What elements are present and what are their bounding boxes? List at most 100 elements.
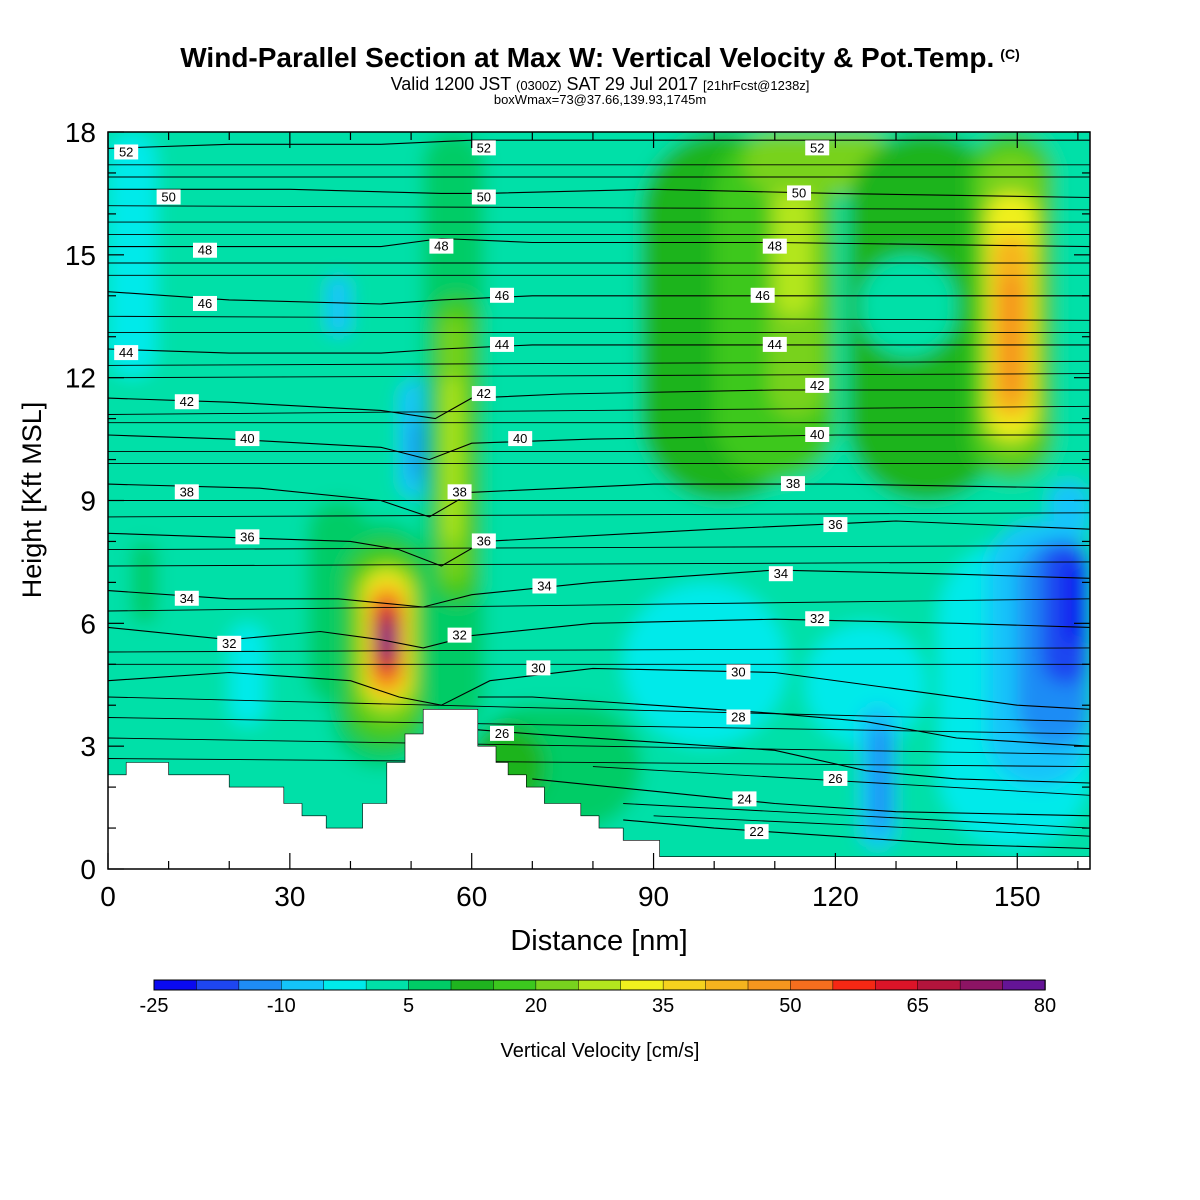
theta-contour: [108, 315, 1090, 321]
box-wmax-note: boxWmax=73@37.66,139.93,1745m: [493, 92, 707, 107]
colorbar-swatch: [281, 979, 325, 991]
colorbar-swatch: [790, 979, 834, 991]
theta-contour: [653, 815, 1090, 837]
colorbar-swatch: [917, 979, 961, 991]
y-tick-label: 6: [80, 608, 96, 639]
svg-text:36: 36: [828, 517, 842, 532]
theta-contour: [108, 667, 1090, 710]
svg-text:22: 22: [749, 824, 763, 839]
colorbar-swatch: [493, 979, 537, 991]
colorbar-tick-label: 35: [652, 995, 674, 1017]
svg-text:26: 26: [828, 771, 842, 786]
theta-contour: [108, 758, 1090, 768]
svg-text:42: 42: [477, 386, 491, 401]
svg-text:46: 46: [755, 288, 769, 303]
contour-label: 52: [471, 140, 496, 156]
theta-contour: [108, 618, 1090, 649]
contour-label: 36: [823, 517, 848, 533]
colorbar-swatch: [196, 979, 240, 991]
valid-zulu: (0300Z): [516, 78, 562, 93]
svg-text:48: 48: [434, 239, 448, 254]
terrain-profile: [108, 709, 1090, 869]
contour-label: 52: [114, 144, 139, 160]
x-tick-label: 60: [456, 881, 487, 912]
contour-label: 38: [174, 484, 199, 500]
svg-text:34: 34: [537, 578, 551, 593]
theta-contour: [477, 696, 1090, 747]
svg-text:30: 30: [531, 660, 545, 675]
contour-label: 48: [762, 238, 787, 254]
svg-text:50: 50: [477, 190, 491, 205]
colorbar: -25 -10 5 20 35 50 65 80: [140, 979, 1056, 1017]
x-tick-label: 150: [994, 881, 1041, 912]
forecast-info: [21hrFcst@1238z]: [703, 78, 810, 93]
contour-label: 38: [447, 484, 472, 500]
field-cell: [380, 627, 393, 652]
x-tick-label: 90: [638, 881, 669, 912]
contour-label: 46: [192, 295, 217, 311]
chart-subtitle: Valid 1200 JST (0300Z) SAT 29 Jul 2017 […: [0, 74, 1200, 95]
svg-text:34: 34: [180, 591, 194, 606]
svg-text:42: 42: [810, 378, 824, 393]
svg-text:38: 38: [786, 476, 800, 491]
valid-time: Valid 1200 JST: [390, 74, 511, 94]
colorbar-tick-label: 80: [1034, 995, 1056, 1017]
y-tick-label: 15: [65, 240, 96, 271]
svg-text:32: 32: [222, 636, 236, 651]
field-cell: [1047, 480, 1090, 542]
x-tick-label: 0: [100, 881, 116, 912]
y-tick-label: 9: [80, 486, 96, 517]
theta-contour: [108, 483, 1090, 518]
contour-label: 26: [823, 770, 848, 786]
contour-label: 32: [447, 627, 472, 643]
field-cell: [859, 254, 957, 358]
x-axis-label: Distance [nm]: [510, 925, 687, 957]
contour-label: 50: [471, 189, 496, 205]
y-tick-label: 0: [80, 854, 96, 885]
theta-contour: [477, 729, 1090, 784]
contour-label: 22: [744, 824, 769, 840]
svg-text:40: 40: [513, 431, 527, 446]
field-cell: [132, 541, 157, 624]
colorbar-swatch: [1002, 979, 1046, 991]
colorbar-swatch: [578, 979, 622, 991]
field-cell: [444, 377, 460, 542]
colorbar-swatch: [875, 979, 919, 991]
contour-label: 34: [174, 590, 199, 606]
svg-text:34: 34: [774, 566, 788, 581]
theta-contour: [108, 373, 1090, 379]
theta-contour: [532, 778, 1090, 817]
svg-text:42: 42: [180, 394, 194, 409]
colorbar-swatch: [959, 979, 1004, 991]
colorbar-tick-label: -25: [140, 995, 169, 1017]
field-cell: [1065, 561, 1090, 644]
theta-contour: [108, 561, 1090, 567]
theta-contour: [108, 598, 1090, 612]
colorbar-swatch: [662, 979, 707, 991]
svg-text:50: 50: [161, 190, 175, 205]
theta-contour: [108, 696, 1090, 723]
theta-contour: [108, 717, 1090, 735]
svg-text:52: 52: [477, 140, 491, 155]
theta-contour: [108, 291, 1090, 305]
x-tick-label: 120: [812, 881, 859, 912]
contour-label: 38: [780, 476, 805, 492]
field-cell: [326, 275, 351, 337]
theta-contour: [108, 360, 1090, 366]
svg-text:36: 36: [477, 533, 491, 548]
contour-label: 44: [114, 345, 139, 361]
contour-label: 42: [471, 386, 496, 402]
field-cell: [999, 275, 1024, 399]
field-cell: [259, 213, 351, 378]
y-tick-label: 3: [80, 731, 96, 762]
contour-label: 46: [750, 287, 775, 303]
contour-label: 28: [726, 709, 751, 725]
contour-label: 36: [235, 529, 260, 545]
contour-label: 24: [732, 791, 757, 807]
svg-text:32: 32: [452, 628, 466, 643]
colorbar-label: Vertical Velocity [cm/s]: [501, 1040, 700, 1062]
colorbar-swatch: [408, 979, 452, 991]
svg-text:28: 28: [731, 710, 745, 725]
colorbar-swatch: [747, 979, 792, 991]
